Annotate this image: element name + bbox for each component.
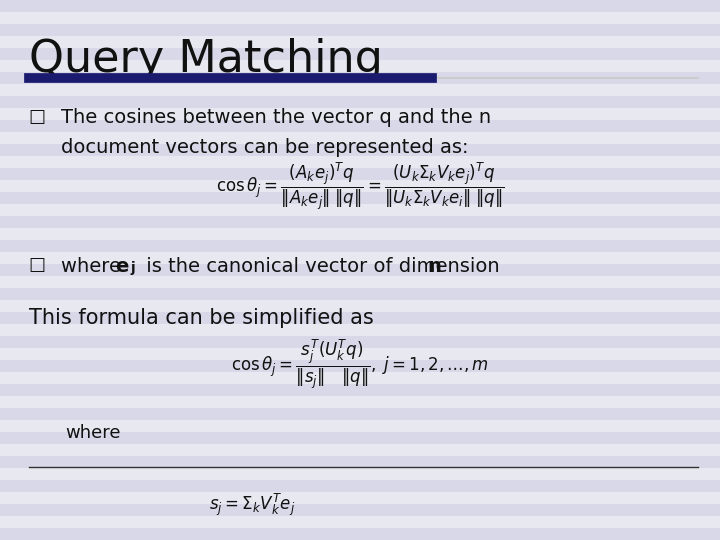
Text: is the canonical vector of dimension: is the canonical vector of dimension: [140, 256, 506, 275]
Text: n: n: [427, 256, 441, 275]
Text: This formula can be simplified as: This formula can be simplified as: [29, 308, 374, 328]
Text: e: e: [115, 256, 129, 275]
Text: where: where: [61, 256, 127, 275]
Text: $\cos\theta_j = \dfrac{(A_k e_j)^T q}{\|A_k e_j\| \; \|q\|} = \dfrac{(U_k \Sigma: $\cos\theta_j = \dfrac{(A_k e_j)^T q}{\|…: [216, 160, 504, 212]
Text: □: □: [29, 108, 46, 126]
Text: Query Matching: Query Matching: [29, 38, 382, 81]
Text: j: j: [130, 261, 135, 275]
Text: $\cos\theta_j = \dfrac{s_j^T (U_k^T q)}{\|s_j\| \quad \|q\|}, \; j = 1, 2, \ldot: $\cos\theta_j = \dfrac{s_j^T (U_k^T q)}{…: [231, 338, 489, 391]
Text: document vectors can be represented as:: document vectors can be represented as:: [61, 138, 469, 157]
Text: where: where: [65, 424, 120, 442]
Text: The cosines between the vector q and the n: The cosines between the vector q and the…: [61, 108, 491, 127]
Text: □: □: [29, 256, 46, 274]
Text: $s_j = \Sigma_k V_k^T e_j$: $s_j = \Sigma_k V_k^T e_j$: [209, 492, 295, 518]
